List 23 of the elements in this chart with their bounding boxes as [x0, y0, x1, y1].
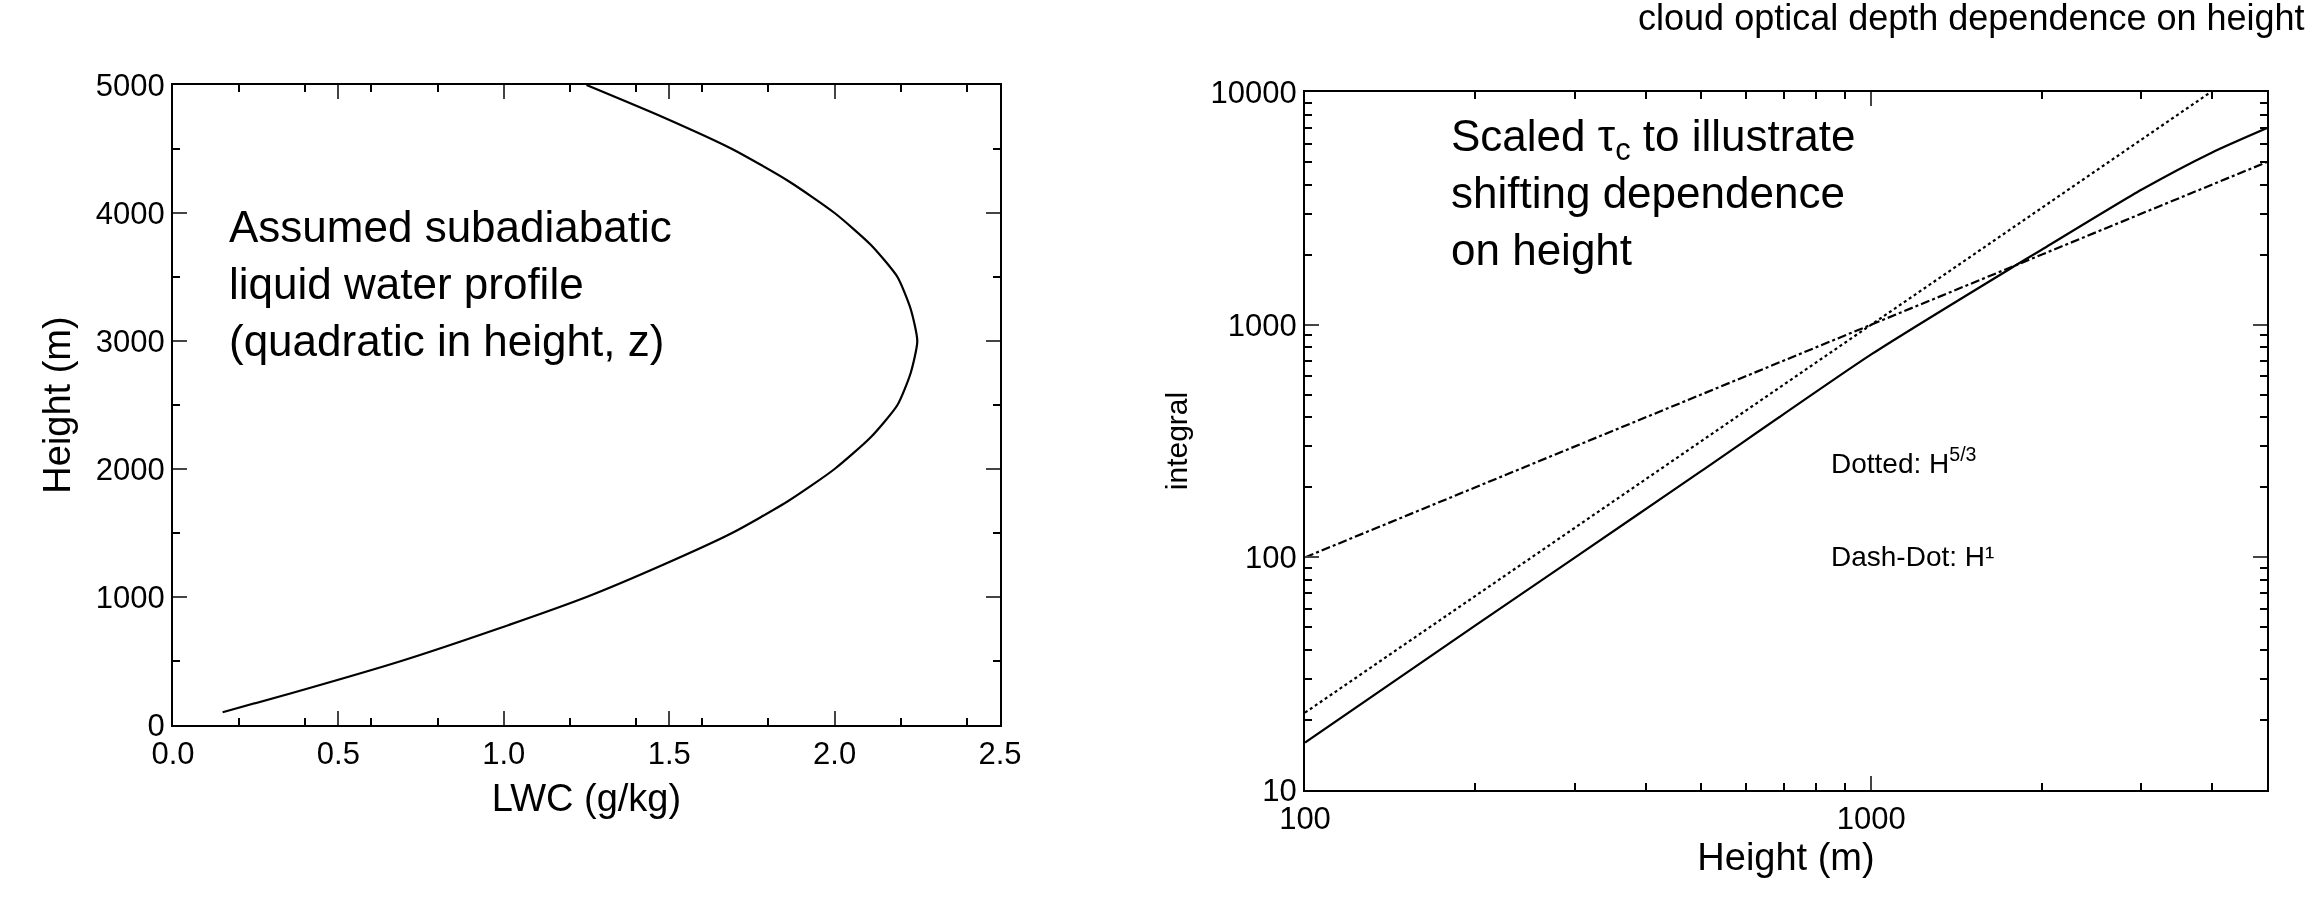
y-tick-label: 1000 [1227, 307, 1297, 343]
y-tick-label: 100 [1245, 540, 1297, 576]
chart-title: cloud optical depth dependence on height [1638, 0, 2305, 38]
x-axis-title: LWC (g/kg) [491, 776, 682, 819]
y-tick-label: 2000 [95, 451, 165, 487]
x-tick-label: 1.0 [482, 736, 526, 772]
y-axis-title: integral [1160, 391, 1194, 491]
x-tick-label: 2.0 [813, 736, 857, 772]
x-tick-label: 1.5 [647, 736, 691, 772]
y-tick-label: 4000 [95, 195, 165, 231]
x-axis-title: Height (m) [1697, 836, 1875, 879]
annotation: Dotted: H$^{5/3}$ [1831, 443, 1977, 479]
x-tick-label: 2.5 [978, 736, 1022, 772]
annotation: Assumed subadiabatic liquid water profile (quadratic in height, z) [229, 202, 672, 366]
y-tick-label: 10 [1262, 772, 1297, 808]
annotation: Dash-Dot: H¹ [1831, 541, 1995, 572]
y-tick-label: 10000 [1210, 74, 1297, 110]
y-tick-label: 5000 [95, 67, 165, 103]
y-axis-title: Height (m) [35, 316, 78, 494]
y-tick-label: 1000 [95, 579, 165, 615]
x-tick-label: 0.5 [316, 736, 360, 772]
annotation: Scaled τ$_{c}$ to illustrate shifting dependence on height [1451, 111, 1856, 275]
y-tick-label: 3000 [95, 323, 165, 359]
